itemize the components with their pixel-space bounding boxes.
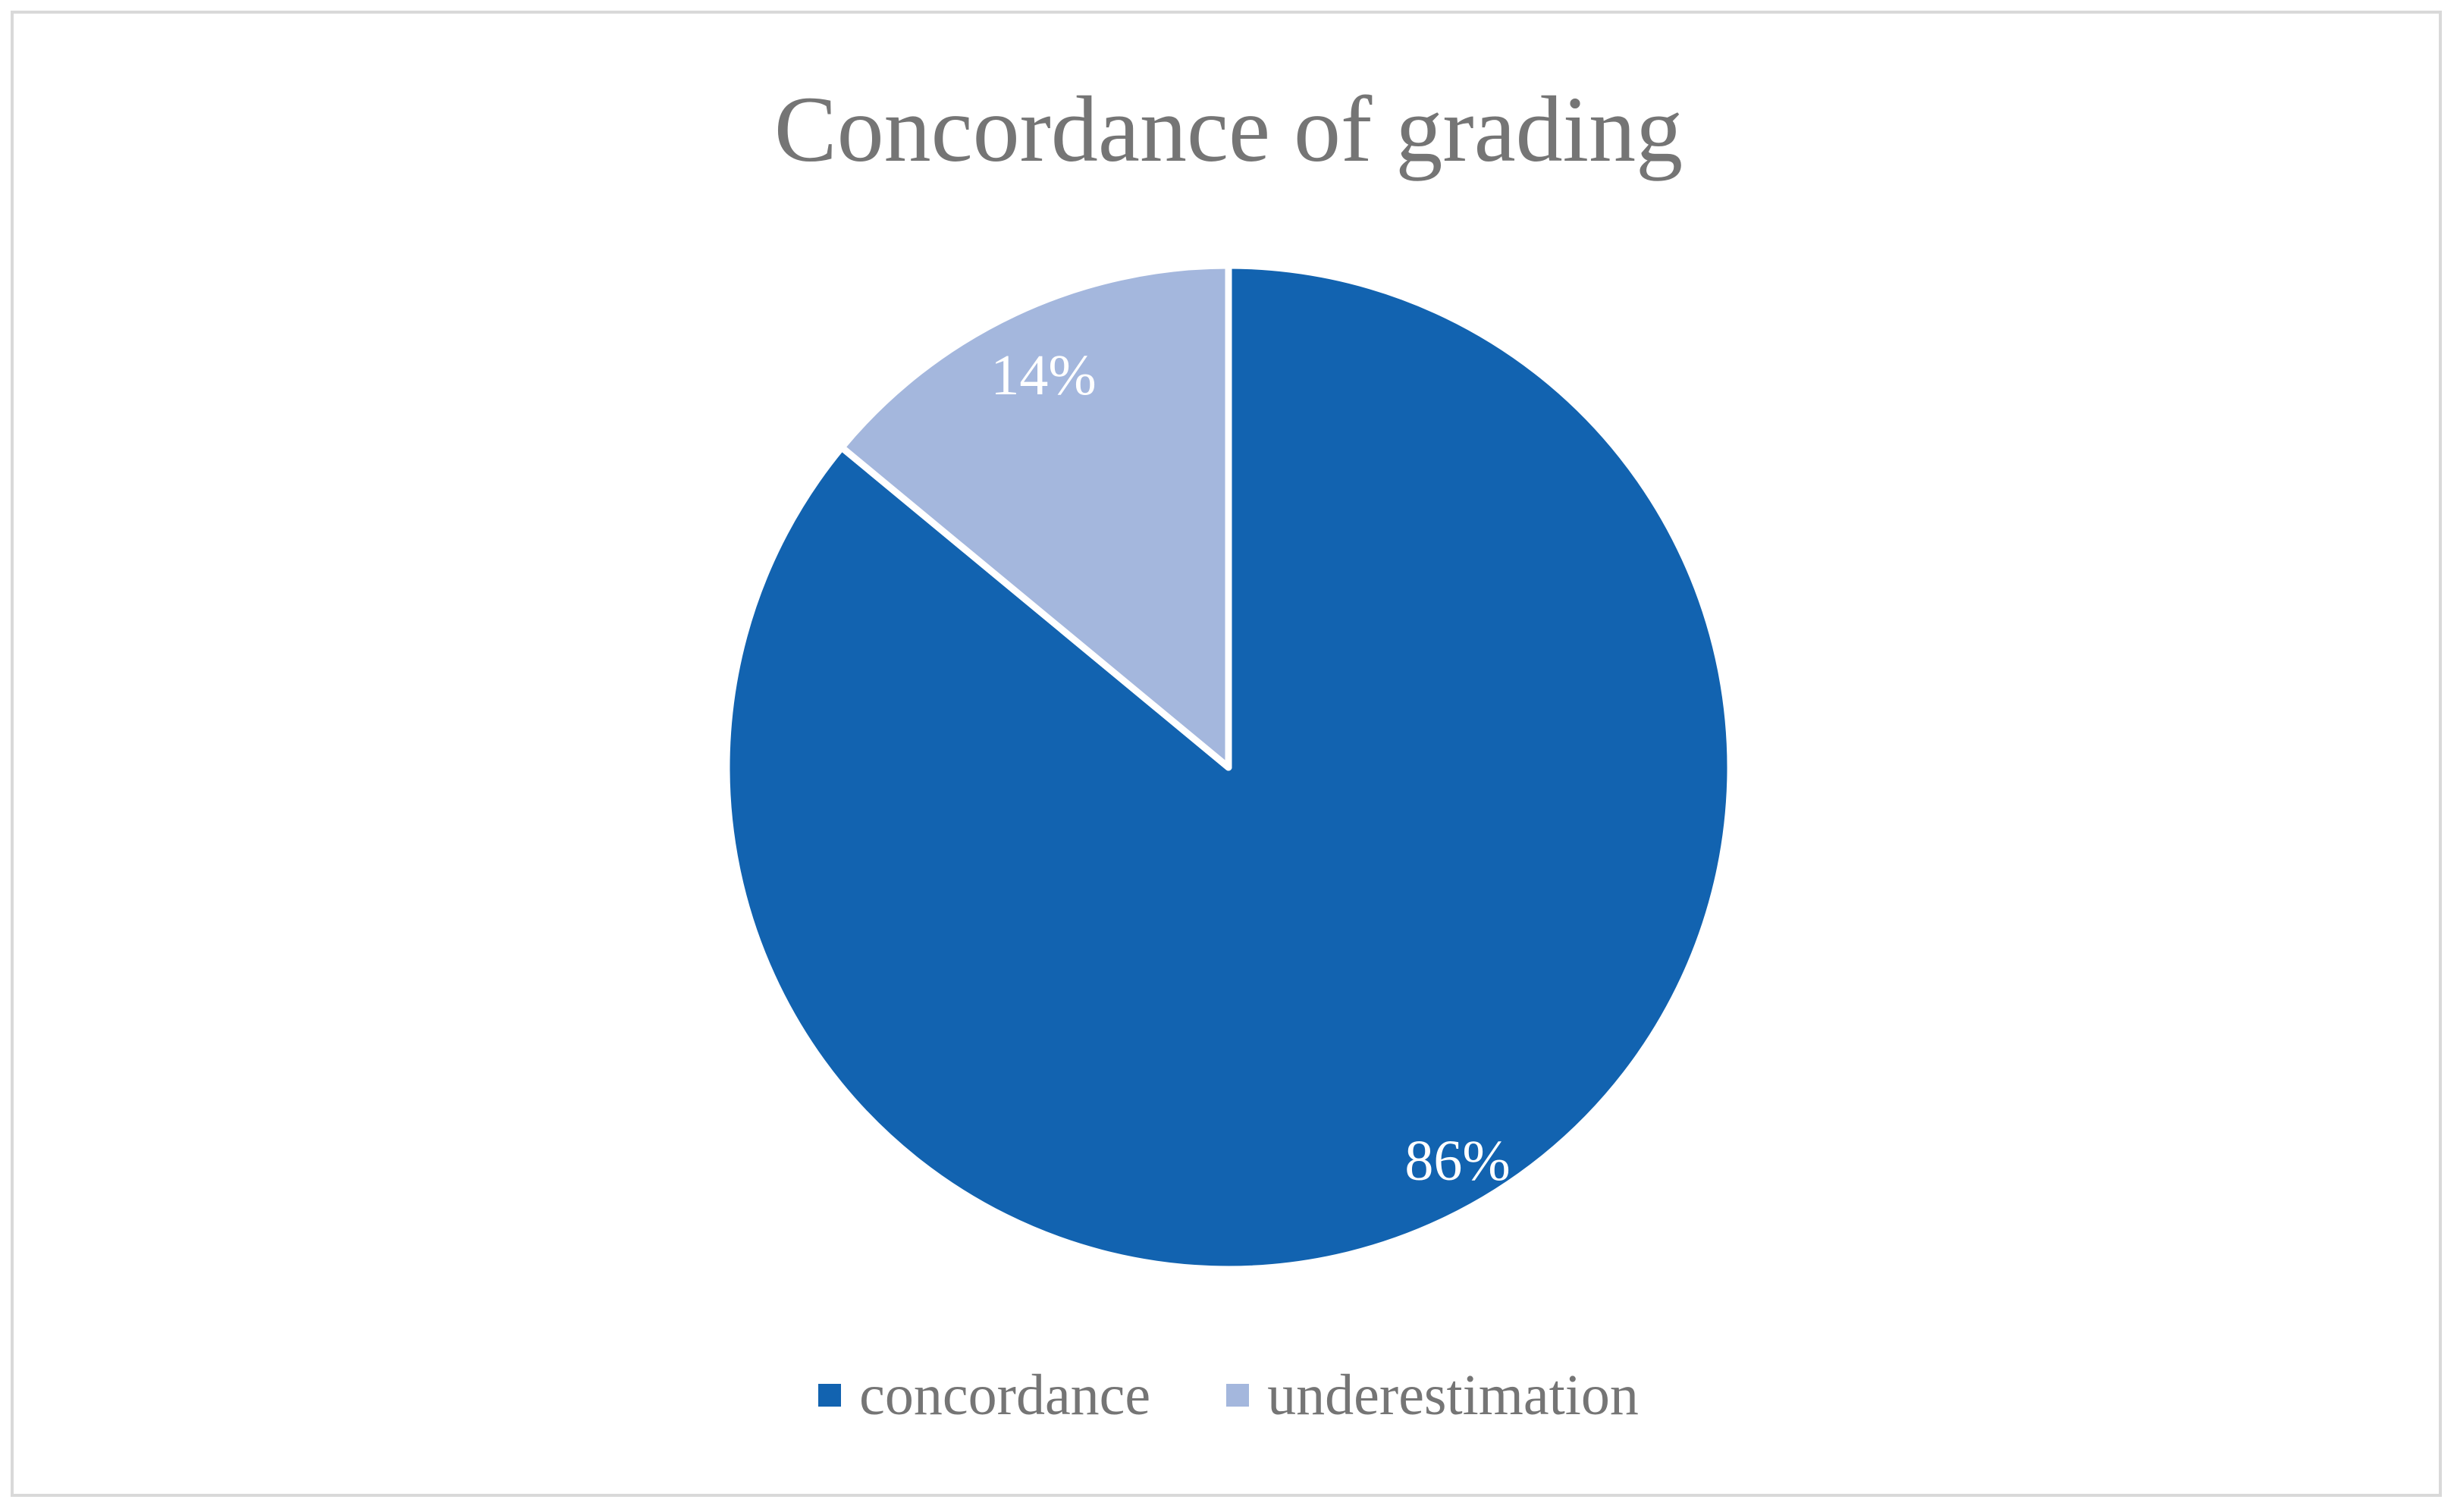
data-label-concordance: 86%	[1404, 1129, 1510, 1193]
pie-slice-underestimation	[838, 262, 1232, 771]
legend-swatch-underestimation	[1226, 1384, 1250, 1407]
legend: concordance underestimation	[0, 1357, 2457, 1433]
chart-title: Concordance of grading	[774, 77, 1684, 181]
data-label-underestimation: 14%	[990, 343, 1096, 407]
legend-item-concordance: concordance	[818, 1357, 1150, 1433]
legend-label-concordance: concordance	[859, 1363, 1151, 1427]
legend-swatch-concordance	[818, 1384, 842, 1407]
legend-label-underestimation: underestimation	[1267, 1363, 1639, 1427]
legend-item-underestimation: underestimation	[1226, 1357, 1639, 1433]
